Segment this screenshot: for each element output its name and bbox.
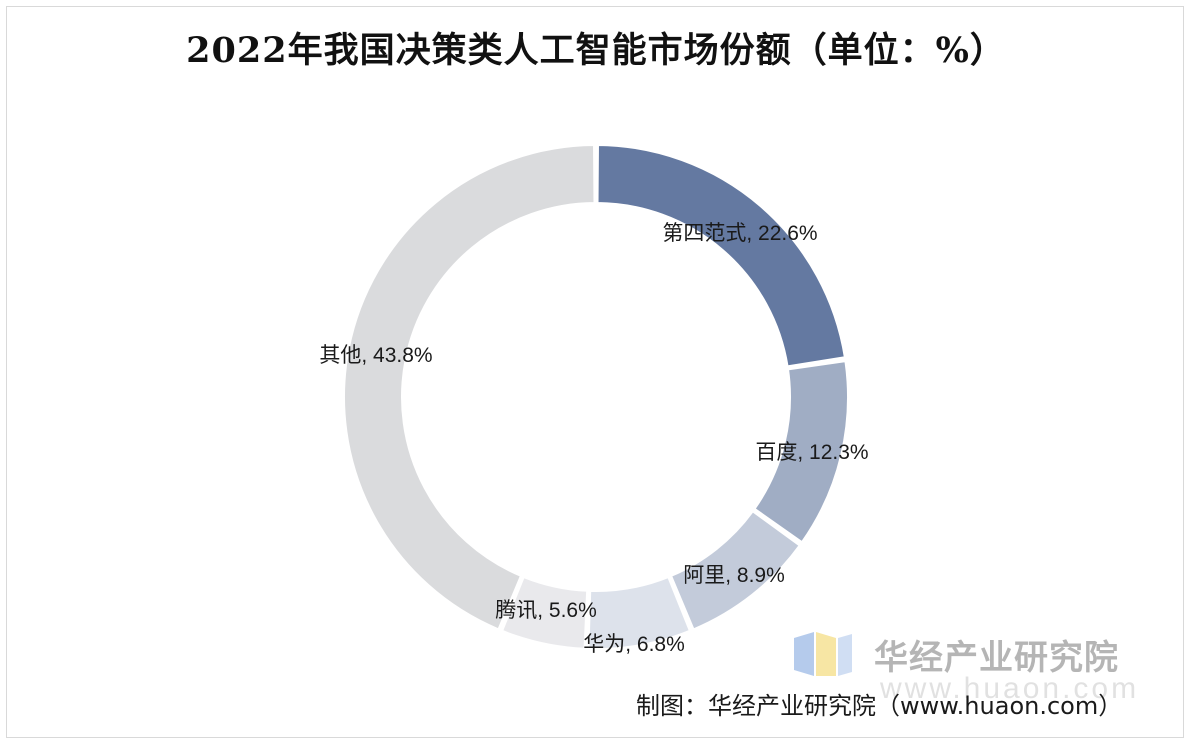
slice-label-1: 第四范式, 22.6% [662, 222, 817, 245]
donut-slice-4 [587, 575, 692, 650]
slice-label-6: 其他, 43.8% [319, 344, 432, 367]
donut-slice-3 [669, 509, 802, 631]
watermark-logo-icon [792, 628, 854, 680]
source-note: 制图：华经产业研究院（www.huaon.com） [636, 692, 1123, 720]
watermark-text: 华经产业研究院 [874, 637, 1119, 678]
slice-label-4: 华为, 6.8% [583, 633, 685, 656]
slice-label-2: 百度, 12.3% [755, 441, 868, 464]
slices-layer [343, 143, 849, 650]
labels-layer: 第四范式, 22.6% 百度, 12.3% 阿里, 8.9% 华为, 6.8% 腾讯, … [319, 222, 868, 656]
donut-slice-5 [500, 575, 589, 650]
donut-slice-6 [343, 143, 596, 631]
donut-slice-1 [596, 143, 846, 368]
watermark: 华经产业研究院 [792, 628, 1119, 680]
slice-label-5: 腾讯, 5.6% [495, 599, 597, 622]
donut-slice-2 [753, 359, 849, 544]
slice-label-3: 阿里, 8.9% [683, 564, 785, 587]
watermark-url: www.huaon.com [880, 672, 1140, 705]
chart-title: 2022年我国决策类人工智能市场份额（单位：%） [186, 30, 1006, 71]
